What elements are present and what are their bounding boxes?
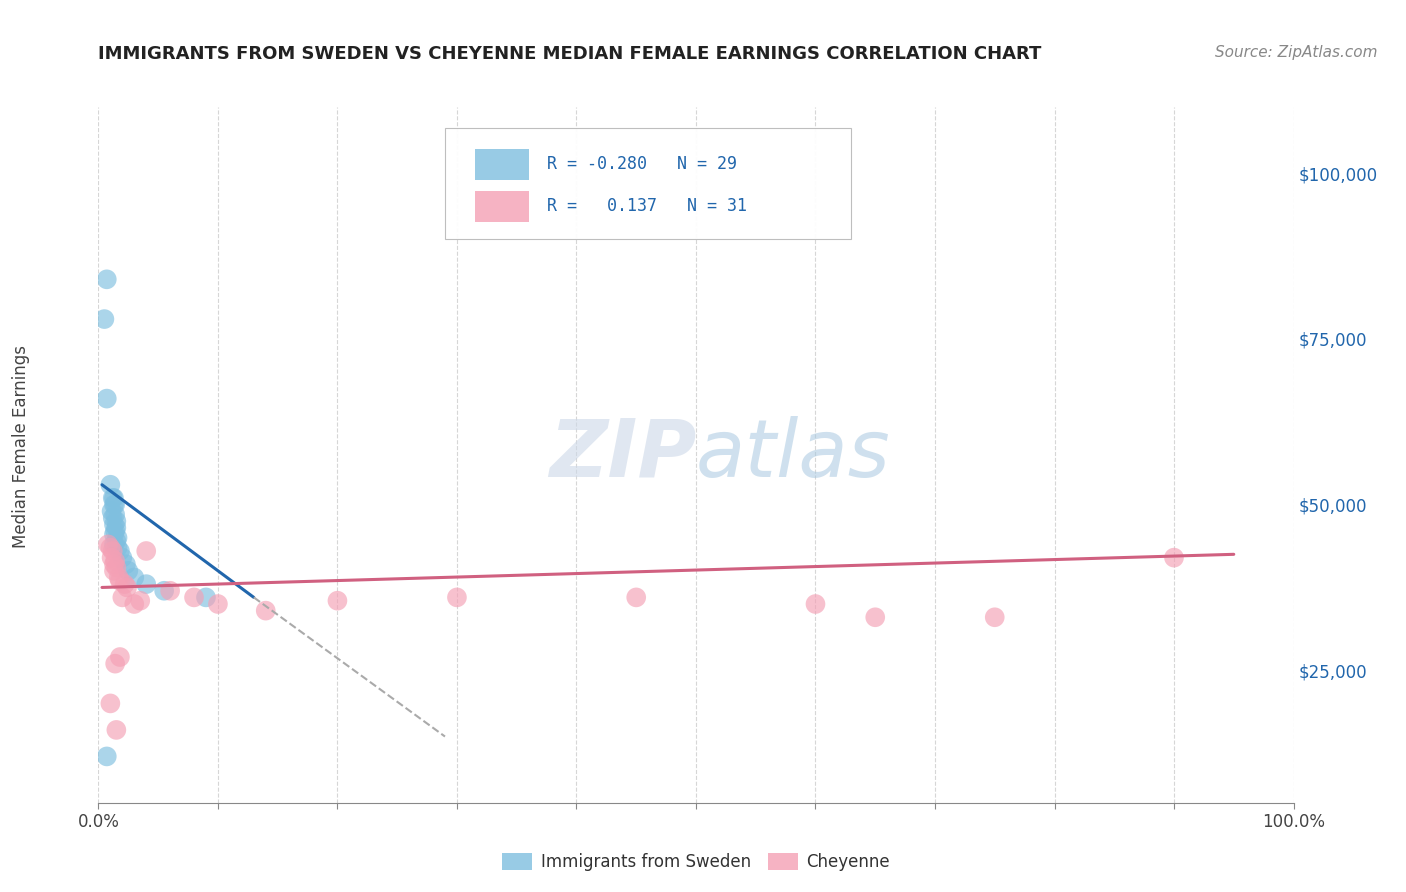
Point <box>96 392 118 406</box>
Point <box>207 597 229 611</box>
Point <box>153 583 176 598</box>
Text: IMMIGRANTS FROM SWEDEN VS CHEYENNE MEDIAN FEMALE EARNINGS CORRELATION CHART: IMMIGRANTS FROM SWEDEN VS CHEYENNE MEDIA… <box>98 45 1042 62</box>
Point <box>101 511 124 525</box>
Point <box>111 550 134 565</box>
Point <box>103 527 125 541</box>
FancyBboxPatch shape <box>444 128 852 239</box>
Point <box>104 524 127 538</box>
Point <box>117 564 139 578</box>
Point <box>124 597 146 611</box>
Point <box>103 498 125 512</box>
Point <box>101 491 124 505</box>
Point <box>98 697 122 711</box>
Text: Source: ZipAtlas.com: Source: ZipAtlas.com <box>1215 45 1378 60</box>
Point <box>103 537 125 551</box>
Point <box>105 534 128 549</box>
Point <box>194 591 218 605</box>
Point <box>108 544 131 558</box>
Point <box>107 531 129 545</box>
Point <box>984 610 1007 624</box>
Point <box>103 517 125 532</box>
Point <box>104 498 127 512</box>
Point <box>104 657 127 671</box>
Point <box>114 577 136 591</box>
Point <box>115 581 138 595</box>
Text: Median Female Earnings: Median Female Earnings <box>13 344 30 548</box>
Point <box>108 574 131 588</box>
Point <box>111 591 134 605</box>
Point <box>124 570 146 584</box>
Bar <box>475 149 529 180</box>
Text: ZIP: ZIP <box>548 416 696 494</box>
Point <box>115 558 138 572</box>
Text: R =   0.137   N = 31: R = 0.137 N = 31 <box>547 197 747 215</box>
Text: R = -0.280   N = 29: R = -0.280 N = 29 <box>547 155 737 173</box>
Text: atlas: atlas <box>696 416 891 494</box>
Point <box>98 541 122 555</box>
Point <box>326 593 349 607</box>
Point <box>105 521 128 535</box>
Point <box>863 610 887 624</box>
Point <box>626 591 648 605</box>
Point <box>104 554 127 568</box>
Point <box>105 560 128 574</box>
Point <box>98 477 122 491</box>
Point <box>103 491 125 505</box>
Point <box>100 504 122 518</box>
Point <box>129 593 152 607</box>
Point <box>105 514 128 528</box>
Point <box>159 583 181 598</box>
Point <box>1163 550 1185 565</box>
Point <box>105 723 128 737</box>
Point <box>100 550 122 565</box>
Point <box>254 604 277 618</box>
Point <box>108 650 131 665</box>
Point <box>101 544 124 558</box>
Point <box>446 591 468 605</box>
Point <box>103 558 125 572</box>
Point <box>135 544 157 558</box>
Point <box>96 272 118 286</box>
Point <box>804 597 827 611</box>
Point <box>97 537 120 551</box>
Point <box>183 591 205 605</box>
Point <box>96 749 118 764</box>
Legend: Immigrants from Sweden, Cheyenne: Immigrants from Sweden, Cheyenne <box>496 847 896 878</box>
Point <box>135 577 157 591</box>
Point <box>104 508 127 522</box>
Point <box>107 541 129 555</box>
Bar <box>475 191 529 222</box>
Point <box>103 564 125 578</box>
Point <box>93 312 115 326</box>
Point <box>107 570 129 584</box>
